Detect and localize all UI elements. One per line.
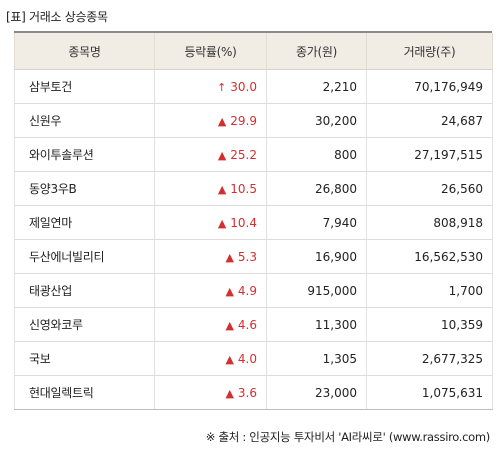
table-row: 제일연마 ▲ 10.4 7,940 808,918 bbox=[14, 205, 493, 240]
trade-volume: 808,918 bbox=[366, 205, 493, 240]
table-row: 동양3우B ▲ 10.5 26,800 26,560 bbox=[14, 171, 493, 206]
table-row: 국보 ▲ 4.0 1,305 2,677,325 bbox=[14, 341, 493, 376]
column-header-price: 종가(원) bbox=[266, 33, 367, 70]
change-rate-cell: ▲ 5.3 bbox=[154, 239, 267, 274]
table-header-row: 종목명 등락률(%) 종가(원) 거래량(주) bbox=[14, 33, 493, 70]
stock-name: 제일연마 bbox=[14, 205, 155, 240]
closing-price: 800 bbox=[266, 137, 367, 172]
closing-price: 23,000 bbox=[266, 375, 367, 410]
source-note: ※ 출처 : 인공지능 투자비서 'AI라씨로' (www.rassiro.co… bbox=[205, 430, 491, 444]
page-title: [표] 거래소 상승종목 bbox=[6, 10, 108, 24]
up-arrow-icon: ▲ bbox=[225, 318, 234, 332]
change-rate-cell: ▲ 10.4 bbox=[154, 205, 267, 240]
table-row: 현대일렉트릭 ▲ 3.6 23,000 1,075,631 bbox=[14, 375, 493, 410]
change-rate: 4.0 bbox=[237, 351, 257, 366]
closing-price: 7,940 bbox=[266, 205, 367, 240]
column-header-rate: 등락률(%) bbox=[154, 33, 267, 70]
change-rate: 3.6 bbox=[237, 385, 257, 400]
stock-name: 현대일렉트릭 bbox=[14, 375, 155, 410]
closing-price: 11,300 bbox=[266, 307, 367, 342]
closing-price: 26,800 bbox=[266, 171, 367, 206]
change-rate-cell: ▲ 3.6 bbox=[154, 375, 267, 410]
up-arrow-icon: ▲ bbox=[225, 250, 234, 264]
stock-name: 두산에너빌리티 bbox=[14, 239, 155, 274]
change-rate: 4.9 bbox=[237, 283, 257, 298]
trade-volume: 10,359 bbox=[366, 307, 493, 342]
change-rate-cell: ▲ 10.5 bbox=[154, 171, 267, 206]
up-arrow-icon: ▲ bbox=[217, 114, 227, 128]
closing-price: 915,000 bbox=[266, 273, 367, 308]
table-row: 태광산업 ▲ 4.9 915,000 1,700 bbox=[14, 273, 493, 308]
trade-volume: 1,075,631 bbox=[366, 375, 493, 410]
trade-volume: 16,562,530 bbox=[366, 239, 493, 274]
change-rate-cell: ▲ 4.9 bbox=[154, 273, 267, 308]
closing-price: 2,210 bbox=[266, 69, 367, 104]
trade-volume: 1,700 bbox=[366, 273, 493, 308]
stock-name: 삼부토건 bbox=[14, 69, 155, 104]
stock-name: 신원우 bbox=[14, 103, 155, 138]
change-rate-cell: ↑ 30.0 bbox=[154, 69, 267, 104]
stock-name: 국보 bbox=[14, 341, 155, 376]
change-rate: 4.6 bbox=[237, 317, 257, 332]
change-rate: 5.3 bbox=[237, 249, 257, 264]
table-row: 삼부토건 ↑ 30.0 2,210 70,176,949 bbox=[14, 69, 493, 104]
stock-table-container: 종목명 등락률(%) 종가(원) 거래량(주) 삼부토건 ↑ 30.0 2,210 70… bbox=[14, 31, 493, 410]
change-rate-cell: ▲ 4.0 bbox=[154, 341, 267, 376]
up-arrow-icon: ▲ bbox=[225, 386, 234, 400]
trade-volume: 70,176,949 bbox=[366, 69, 493, 104]
up-arrow-icon: ▲ bbox=[225, 352, 234, 366]
up-arrow-icon: ▲ bbox=[217, 216, 227, 230]
change-rate-cell: ▲ 4.6 bbox=[154, 307, 267, 342]
trade-volume: 2,677,325 bbox=[366, 341, 493, 376]
rising-stocks-table: 종목명 등락률(%) 종가(원) 거래량(주) 삼부토건 ↑ 30.0 2,210 70… bbox=[14, 33, 493, 410]
change-rate: 10.4 bbox=[230, 215, 257, 230]
table-row: 와이투솔루션 ▲ 25.2 800 27,197,515 bbox=[14, 137, 493, 172]
stock-name: 신영와코루 bbox=[14, 307, 155, 342]
stock-name: 태광산업 bbox=[14, 273, 155, 308]
trade-volume: 24,687 bbox=[366, 103, 493, 138]
trade-volume: 27,197,515 bbox=[366, 137, 493, 172]
change-rate: 29.9 bbox=[230, 113, 257, 128]
table-row: 신원우 ▲ 29.9 30,200 24,687 bbox=[14, 103, 493, 138]
closing-price: 16,900 bbox=[266, 239, 367, 274]
change-rate: 25.2 bbox=[230, 147, 257, 162]
change-rate-cell: ▲ 29.9 bbox=[154, 103, 267, 138]
stock-name: 동양3우B bbox=[14, 171, 155, 206]
closing-price: 1,305 bbox=[266, 341, 367, 376]
up-arrow-icon: ↑ bbox=[217, 80, 227, 94]
table-row: 신영와코루 ▲ 4.6 11,300 10,359 bbox=[14, 307, 493, 342]
column-header-name: 종목명 bbox=[14, 33, 155, 70]
table-row: 두산에너빌리티 ▲ 5.3 16,900 16,562,530 bbox=[14, 239, 493, 274]
closing-price: 30,200 bbox=[266, 103, 367, 138]
stock-name: 와이투솔루션 bbox=[14, 137, 155, 172]
column-header-volume: 거래량(주) bbox=[366, 33, 493, 70]
change-rate: 10.5 bbox=[230, 181, 257, 196]
trade-volume: 26,560 bbox=[366, 171, 493, 206]
up-arrow-icon: ▲ bbox=[225, 284, 234, 298]
change-rate-cell: ▲ 25.2 bbox=[154, 137, 267, 172]
up-arrow-icon: ▲ bbox=[217, 182, 227, 196]
change-rate: 30.0 bbox=[230, 79, 257, 94]
up-arrow-icon: ▲ bbox=[217, 148, 227, 162]
